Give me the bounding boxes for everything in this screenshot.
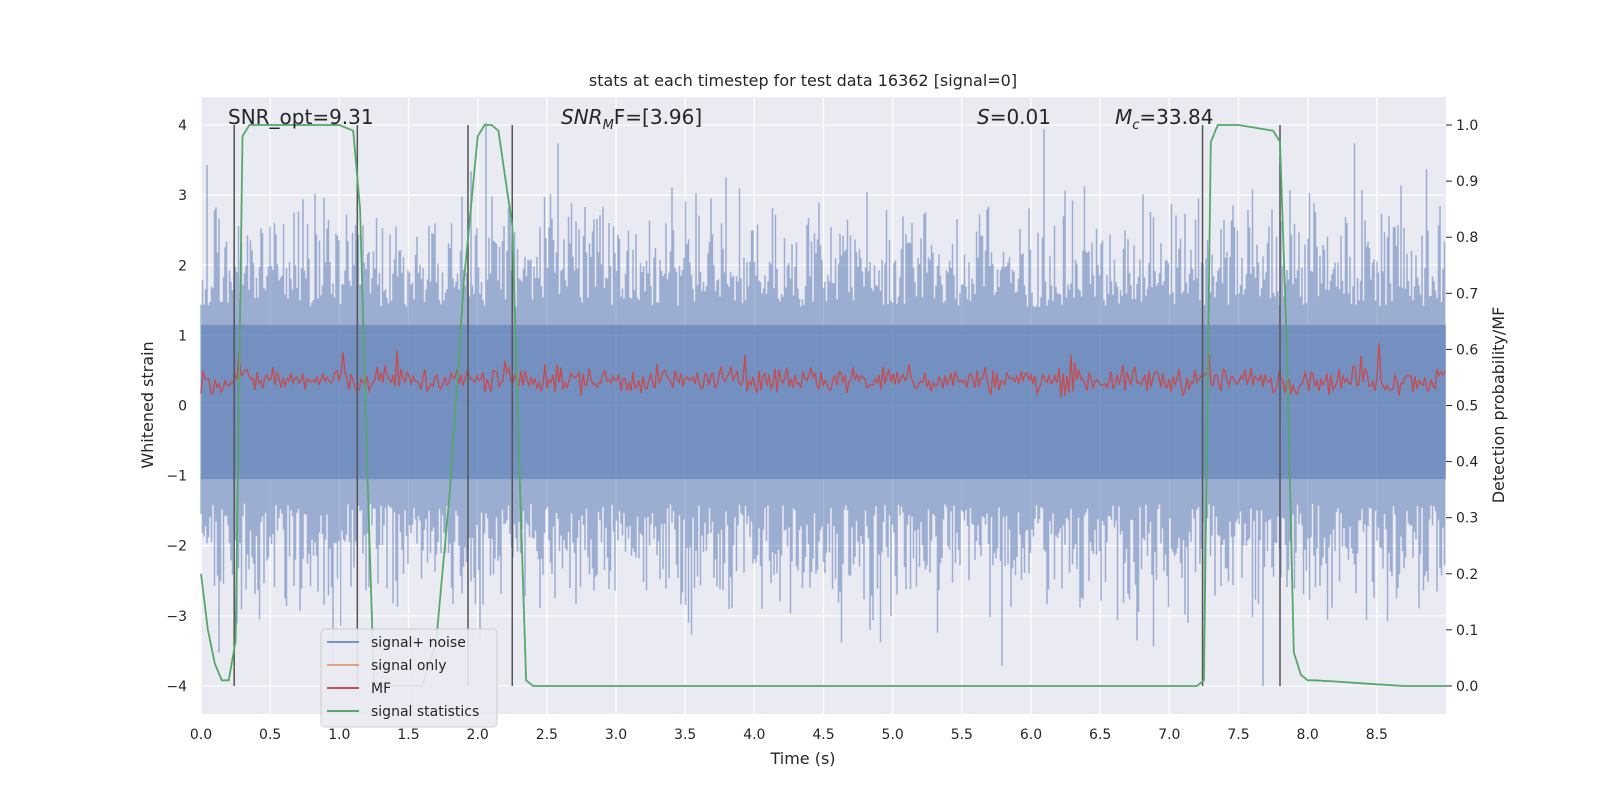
legend-label: signal statistics xyxy=(371,704,479,720)
x-tick-label: 4.5 xyxy=(812,727,834,743)
x-axis-label: Time (s) xyxy=(769,749,835,768)
x-tick-label: 8.0 xyxy=(1297,727,1319,743)
y-tick-label: 4 xyxy=(178,118,187,134)
legend-box xyxy=(320,628,498,728)
x-tick-label: 4.0 xyxy=(743,727,765,743)
y2-tick-label: 0.6 xyxy=(1456,342,1478,358)
x-tick-label: 0.5 xyxy=(259,727,281,743)
x-tick-label: 5.5 xyxy=(951,727,973,743)
y2-tick-label: 0.4 xyxy=(1456,455,1478,471)
y2-axis-ticks: 1.0 0.9 0.8 0.7 0.6 0.5 0.4 0.3 0.2 0.1 0.0 xyxy=(1446,118,1478,695)
annotation-mc-rest: =33.84 xyxy=(1139,105,1213,129)
y-tick-label: 1 xyxy=(178,328,187,344)
y-tick-label: −4 xyxy=(166,679,187,695)
legend-label: MF xyxy=(371,681,391,697)
legend-label: signal+ noise xyxy=(371,635,466,651)
y-tick-label: 3 xyxy=(178,188,187,204)
y2-tick-label: 0.2 xyxy=(1456,567,1478,583)
y2-tick-label: 0.0 xyxy=(1456,679,1478,695)
legend-label: signal only xyxy=(371,658,446,674)
y-tick-label: 2 xyxy=(178,258,187,274)
x-tick-label: 8.5 xyxy=(1366,727,1388,743)
annotation-snr-mf-main: SNR xyxy=(561,105,603,129)
y2-tick-label: 0.5 xyxy=(1456,399,1478,415)
annotation-snr-mf-rest: F=[3.96] xyxy=(614,105,702,129)
y-tick-label: 0 xyxy=(178,399,187,415)
y-axis-ticks: 4 3 2 1 0 −1 −2 −3 −4 xyxy=(166,118,187,695)
annotation-s: S=0.01 xyxy=(977,105,1051,129)
annotation-mc-main: M xyxy=(1115,105,1132,129)
y-tick-label: −1 xyxy=(166,469,187,485)
annotation-snr-mf: SNRMF=[3.96] xyxy=(561,105,702,133)
chart-title: stats at each timestep for test data 163… xyxy=(589,71,1017,90)
x-tick-label: 3.5 xyxy=(674,727,696,743)
annotation-snr-opt: SNR_opt=9.31 xyxy=(228,105,374,129)
annotation-mc-sub: c xyxy=(1132,118,1139,133)
y-axis-label: Whitened strain xyxy=(138,341,157,468)
annotation-s-main: S xyxy=(977,105,990,129)
x-tick-label: 1.0 xyxy=(328,727,350,743)
annotation-mc: Mc=33.84 xyxy=(1115,105,1213,133)
y-tick-label: −2 xyxy=(166,539,187,555)
y2-tick-label: 0.7 xyxy=(1456,286,1478,302)
legend: signal+ noise signal only MF signal statist… xyxy=(320,628,498,728)
y2-tick-label: 1.0 xyxy=(1456,118,1478,134)
x-tick-label: 7.0 xyxy=(1158,727,1180,743)
x-tick-label: 2.0 xyxy=(467,727,489,743)
annotation-snr-mf-sub: M xyxy=(603,118,614,133)
annotation-s-rest: =0.01 xyxy=(990,105,1051,129)
y2-tick-label: 0.1 xyxy=(1456,623,1478,639)
x-tick-label: 2.5 xyxy=(536,727,558,743)
x-tick-label: 6.0 xyxy=(1020,727,1042,743)
x-tick-label: 6.5 xyxy=(1089,727,1111,743)
plot-content xyxy=(200,122,1446,687)
x-tick-label: 1.5 xyxy=(397,727,419,743)
y2-tick-label: 0.9 xyxy=(1456,174,1478,190)
x-tick-label: 5.0 xyxy=(882,727,904,743)
y2-axis-label: Detection probability/MF xyxy=(1489,307,1508,504)
y-tick-label: −3 xyxy=(166,609,187,625)
y2-tick-label: 0.8 xyxy=(1456,230,1478,246)
x-tick-label: 7.5 xyxy=(1227,727,1249,743)
x-axis-ticks: 0.0 0.5 1.0 1.5 2.0 2.5 3.0 3.5 4.0 4.5 5.0 5.5 6.0 6… xyxy=(190,727,1388,743)
series-mf xyxy=(200,342,1446,398)
x-tick-label: 3.0 xyxy=(605,727,627,743)
y2-tick-label: 0.3 xyxy=(1456,511,1478,527)
series-signal-statistics xyxy=(200,124,1446,687)
x-tick-label: 0.0 xyxy=(190,727,212,743)
